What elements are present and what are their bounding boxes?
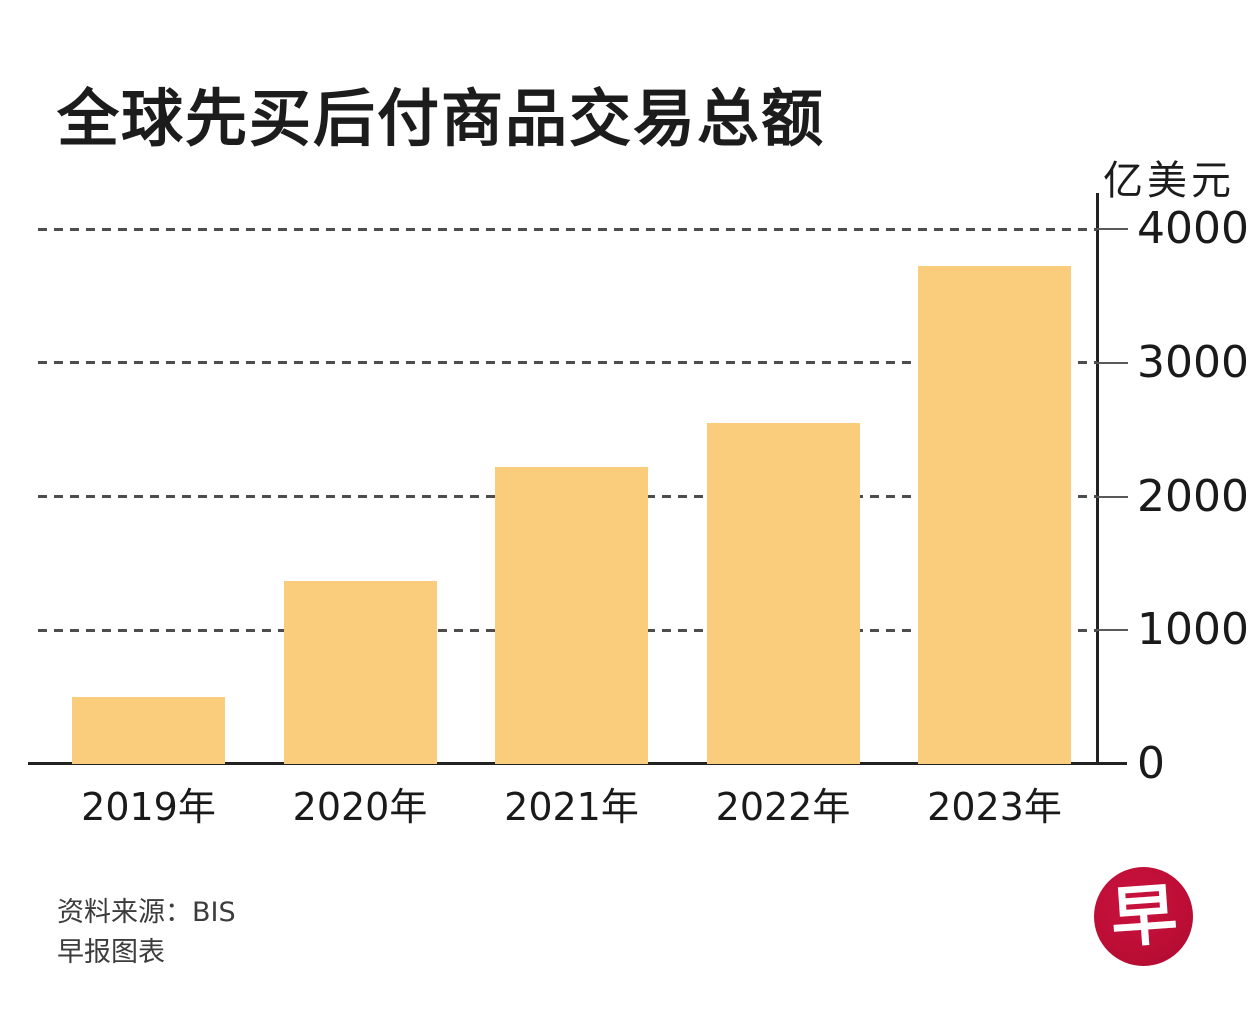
y-axis-line (1096, 193, 1099, 765)
x-tick-label: 2019年 (81, 785, 216, 829)
y-tick-label: 4000 (1137, 203, 1249, 254)
y-tick-mark (1097, 629, 1128, 632)
x-tick-label: 2023年 (927, 785, 1062, 829)
gridline (38, 361, 1097, 365)
bar-2019年 (72, 697, 225, 764)
bar-2020年 (283, 580, 437, 764)
source-line: 资料来源：BIS (57, 897, 236, 928)
y-tick-label: 1000 (1137, 604, 1249, 656)
y-tick-mark (1097, 361, 1128, 364)
bar-2023年 (918, 266, 1071, 764)
bar-2021年 (495, 467, 648, 764)
zaobao-logo-glyph: 早 (1107, 875, 1180, 957)
zaobao-logo: 早 (1094, 867, 1193, 966)
y-tick-label: 2000 (1137, 470, 1249, 522)
y-tick-label: 3000 (1137, 336, 1249, 388)
y-tick-mark (1097, 228, 1128, 230)
chart-title: 全球先买后付商品交易总额 (57, 82, 826, 155)
y-tick-mark (1097, 495, 1128, 498)
y-tick-label: 0 (1137, 738, 1165, 789)
y-axis-unit-label: 亿美元 (1103, 158, 1235, 204)
x-tick-label: 2021年 (504, 785, 639, 829)
x-tick-label: 2020年 (292, 785, 428, 829)
x-tick-label: 2022年 (715, 785, 851, 829)
gridline (38, 227, 1097, 231)
credit-line: 早报图表 (57, 937, 165, 968)
bar-2022年 (706, 422, 860, 764)
source-note: 资料来源：BIS 早报图表 (57, 893, 236, 973)
